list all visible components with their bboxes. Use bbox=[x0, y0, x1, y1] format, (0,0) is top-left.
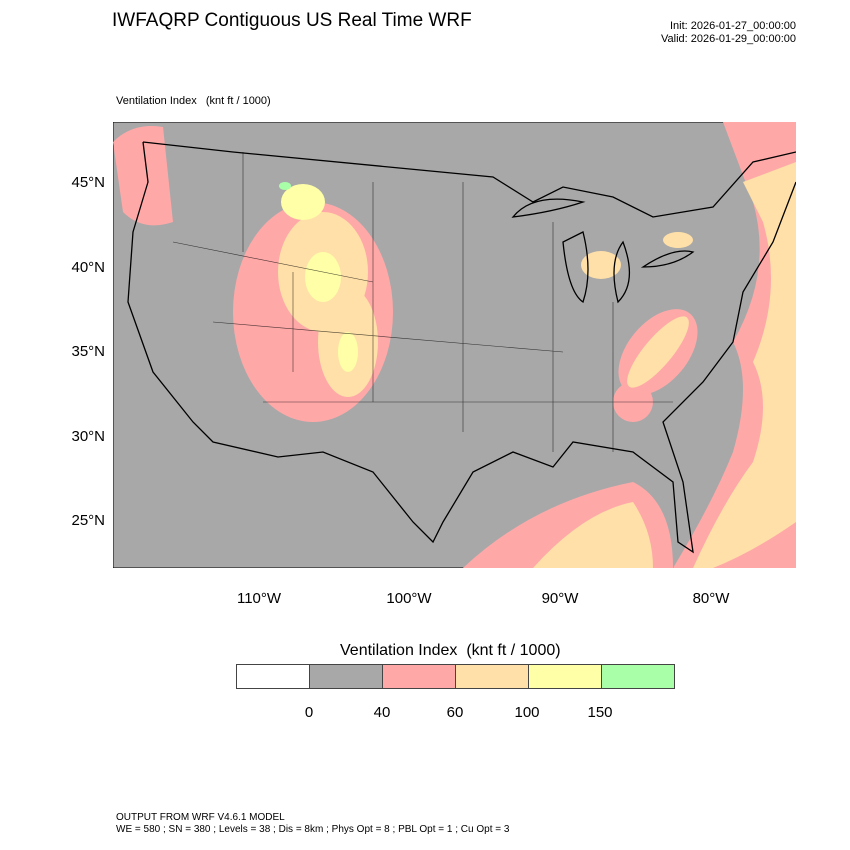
legend-label: 100 bbox=[514, 704, 540, 721]
lon-label: 100°W bbox=[386, 590, 432, 607]
lon-label: 110°W bbox=[236, 590, 282, 607]
state-lines bbox=[172, 152, 673, 452]
legend-swatch bbox=[601, 665, 674, 688]
legend-swatch bbox=[455, 665, 528, 688]
init-time: Init: 2026-01-27_00:00:00 bbox=[670, 20, 796, 32]
lat-label: 40°N bbox=[71, 259, 105, 276]
legend-swatch bbox=[528, 665, 601, 688]
legend-label: 60 bbox=[446, 704, 464, 721]
footer-model: OUTPUT FROM WRF V4.6.1 MODEL bbox=[116, 812, 285, 823]
yellow-regions bbox=[281, 184, 358, 372]
legend-label: 0 bbox=[304, 704, 314, 721]
legend-title: Ventilation Index (knt ft / 1000) bbox=[340, 642, 561, 659]
legend-colorbar bbox=[236, 664, 675, 689]
plot-title: IWFAQRP Contiguous US Real Time WRF bbox=[112, 10, 472, 31]
legend-label: 40 bbox=[373, 704, 391, 721]
lat-label: 45°N bbox=[71, 174, 105, 191]
valid-time: Valid: 2026-01-29_00:00:00 bbox=[661, 33, 796, 45]
lon-label: 90°W bbox=[541, 590, 579, 607]
lat-label: 30°N bbox=[71, 428, 105, 445]
legend-swatch bbox=[237, 665, 309, 688]
lon-label: 80°W bbox=[692, 590, 730, 607]
lat-label: 35°N bbox=[71, 343, 105, 360]
green-region bbox=[279, 182, 291, 190]
footer-config: WE = 580 ; SN = 380 ; Levels = 38 ; Dis … bbox=[116, 824, 510, 835]
field-label: Ventilation Index (knt ft / 1000) bbox=[116, 95, 271, 107]
legend-swatch bbox=[309, 665, 382, 688]
ventilation-map bbox=[113, 122, 796, 568]
legend-swatch bbox=[382, 665, 455, 688]
boundaries bbox=[127, 141, 796, 554]
lat-label: 25°N bbox=[71, 512, 105, 529]
legend-label: 150 bbox=[587, 704, 613, 721]
